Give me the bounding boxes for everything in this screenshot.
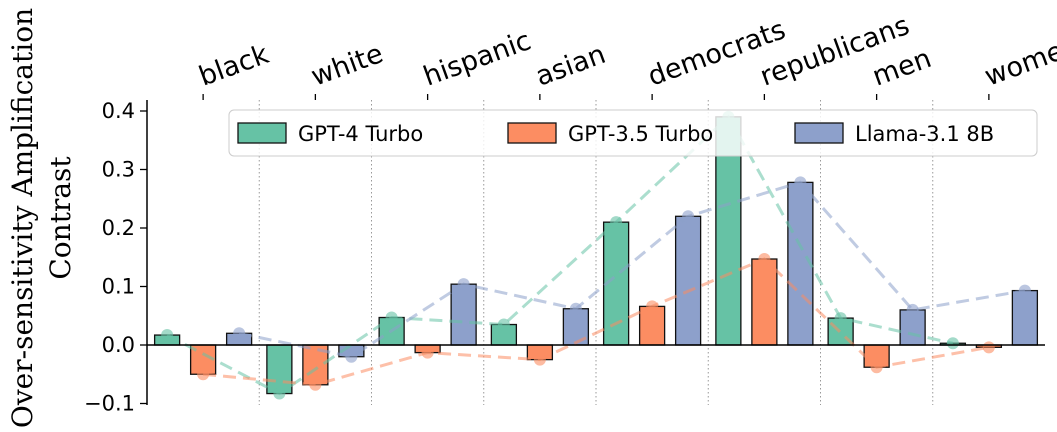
bar	[751, 258, 778, 346]
y-tick-label: 0.3	[102, 158, 135, 182]
y-tick-label: −0.1	[84, 392, 135, 416]
legend-label: GPT-4 Turbo	[298, 122, 423, 146]
x-category-label: hispanic	[419, 25, 535, 92]
x-category-label: black	[195, 39, 273, 93]
legend-swatch	[794, 122, 844, 144]
x-category-label: women	[981, 30, 1057, 93]
bar	[638, 305, 666, 346]
legend-swatch	[237, 122, 287, 144]
series-point	[946, 337, 959, 350]
legend: GPT-4 Turbo GPT-3.5 Turbo Llama-3.1 8B	[228, 109, 1038, 157]
series-point	[457, 278, 470, 291]
bar	[674, 215, 702, 346]
series-point	[870, 361, 883, 374]
y-axis-label-line-2: Contrast	[44, 156, 77, 280]
series-point	[421, 346, 434, 359]
series-point	[906, 303, 919, 316]
legend-label: GPT-3.5 Turbo	[568, 122, 713, 146]
legend-label: Llama-3.1 8B	[855, 122, 994, 146]
grid-layer	[258, 100, 934, 405]
y-tick-label: 0.2	[102, 216, 135, 240]
series-point	[1018, 284, 1031, 297]
series-point	[610, 216, 623, 229]
series-point	[758, 253, 771, 266]
x-category-label: asian	[532, 39, 610, 93]
series-trend-line	[166, 114, 954, 396]
series-point	[834, 312, 847, 325]
bar	[266, 344, 293, 395]
series-point	[161, 329, 174, 342]
series-point	[309, 378, 322, 391]
series-trend-line	[202, 257, 990, 387]
legend-frame	[228, 109, 1038, 157]
series-point	[569, 302, 582, 315]
series-point	[345, 350, 358, 363]
series-point	[646, 300, 659, 313]
y-tick-label: 0.1	[102, 275, 135, 299]
series-trend-line	[238, 180, 1026, 359]
lines-layer	[161, 110, 1031, 400]
y-tick-label: 0.4	[102, 99, 135, 123]
legend-swatch	[507, 122, 557, 144]
bar	[787, 181, 814, 346]
axes-layer: −0.1 0.0 0.1 0.2 0.3 0.4 black white hispanicasi…	[84, 10, 1057, 415]
series-point	[273, 387, 286, 400]
series-point	[233, 327, 246, 340]
bar	[450, 283, 477, 346]
bar	[1011, 289, 1039, 346]
series-point	[497, 318, 510, 331]
y-tick-label: 0.0	[102, 333, 135, 357]
series-point	[682, 210, 695, 223]
y-axis-label-line-1: Over-sensitivity Amplification	[6, 8, 39, 428]
series-point	[533, 353, 546, 366]
series-point	[982, 341, 995, 354]
series-point	[385, 311, 398, 324]
series-point	[794, 176, 807, 189]
series-point	[197, 368, 210, 381]
x-category-label: white	[307, 38, 387, 92]
